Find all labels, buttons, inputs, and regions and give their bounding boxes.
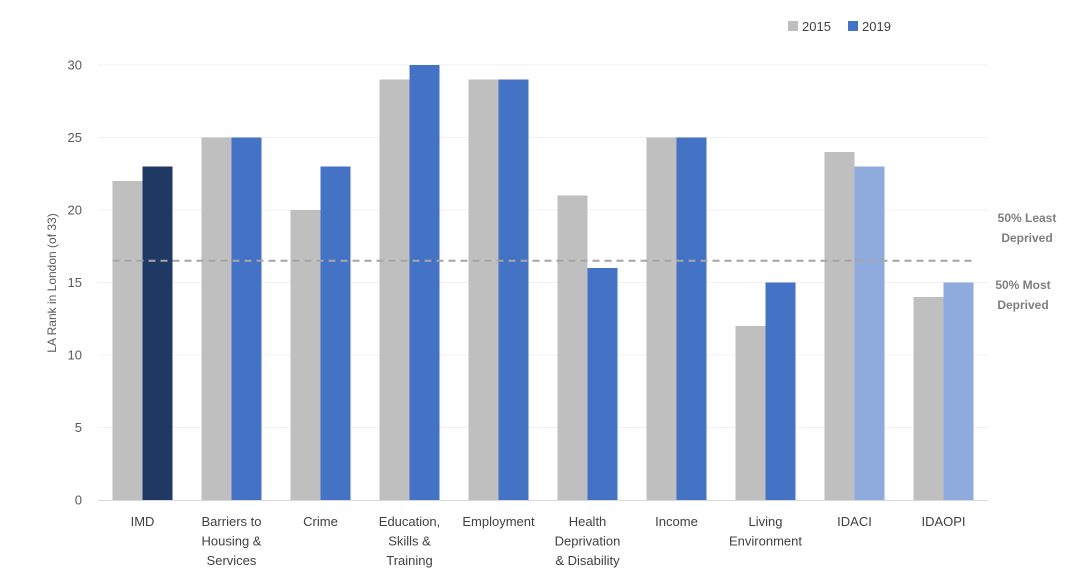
x-tick-label: Housing &	[202, 534, 262, 549]
x-tick-label: Crime	[303, 514, 338, 529]
bar-2015	[112, 181, 143, 500]
x-tick-label: Environment	[729, 534, 802, 549]
x-tick-label: & Disability	[555, 553, 620, 568]
bar-2019	[587, 268, 618, 500]
bar-2015	[646, 137, 677, 500]
x-tick-label: Deprivation	[555, 534, 621, 549]
x-tick-label: Barriers to	[202, 514, 262, 529]
annotations: 50% Least Deprived 50% Most Deprived	[995, 211, 1056, 312]
bar-2015	[824, 152, 855, 500]
bar-2019	[142, 166, 173, 500]
x-tick-label: IDAOPI	[921, 514, 965, 529]
bar-2015	[913, 297, 944, 500]
bars	[112, 65, 974, 500]
x-tick-label: Training	[386, 553, 432, 568]
x-tick-label: IDACI	[837, 514, 872, 529]
bar-2019	[943, 282, 974, 500]
x-tick-label: Health	[569, 514, 607, 529]
annotation-label: Deprived	[997, 298, 1048, 312]
bar-2019	[676, 137, 707, 500]
x-axis: IMD Barriers to Housing & Services Crime Educ…	[98, 500, 988, 568]
x-tick-label: Education,	[379, 514, 440, 529]
x-tick-label: Services	[207, 553, 257, 568]
y-tick-label: 5	[75, 420, 82, 435]
y-tick-label: 0	[75, 493, 82, 508]
bar-2019	[320, 166, 351, 500]
bar-2019	[498, 79, 529, 500]
bar-2015	[290, 210, 321, 500]
annotation-label: Deprived	[1001, 231, 1052, 245]
legend-label: 2015	[802, 19, 831, 34]
bar-2015	[557, 195, 588, 500]
x-tick-label: IMD	[131, 514, 155, 529]
x-tick-label: Income	[655, 514, 698, 529]
annotation-label: 50% Most	[995, 278, 1050, 292]
y-tick-label: 15	[68, 275, 82, 290]
x-tick-label: Living	[749, 514, 783, 529]
bar-2019	[854, 166, 885, 500]
legend-swatch-2015	[788, 21, 798, 31]
bar-2019	[409, 65, 440, 500]
legend-label: 2019	[862, 19, 891, 34]
legend-swatch-2019	[848, 21, 858, 31]
x-tick-label: Employment	[462, 514, 535, 529]
y-tick-label: 10	[68, 348, 82, 363]
bar-2019	[765, 282, 796, 500]
bar-2019	[231, 137, 262, 500]
bar-2015	[379, 79, 410, 500]
x-tick-label: Skills &	[388, 534, 431, 549]
y-axis-title: LA Rank in London (of 33)	[45, 213, 59, 352]
y-tick-label: 25	[68, 130, 82, 145]
annotation-label: 50% Least	[998, 211, 1057, 225]
bar-2015	[201, 137, 232, 500]
legend: 2015 2019	[788, 19, 891, 34]
bar-2015	[735, 326, 766, 500]
y-tick-label: 30	[68, 58, 82, 73]
y-axis: 0 5 10 15 20 25 30	[68, 58, 82, 508]
y-tick-label: 20	[68, 203, 82, 218]
bar-2015	[468, 79, 499, 500]
